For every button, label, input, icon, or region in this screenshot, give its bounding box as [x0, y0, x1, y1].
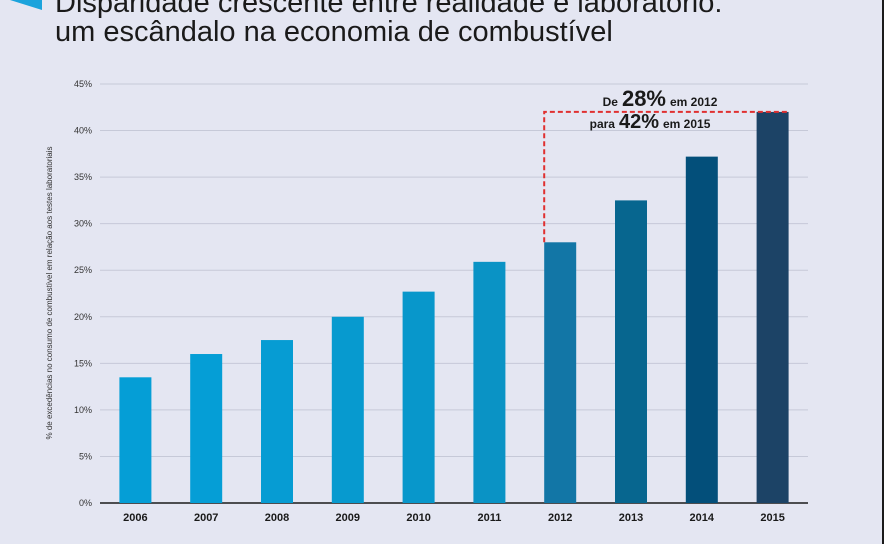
bar-2009: [331, 316, 364, 503]
bars: [119, 111, 789, 504]
blue-chevron-icon: [10, 0, 42, 10]
bar-2008: [261, 340, 293, 503]
bar-2010: [402, 291, 435, 503]
y-tick-label: 15%: [74, 358, 92, 368]
x-tick-label: 2010: [406, 512, 430, 524]
annotation-line-2: para 42% em 2015: [590, 111, 711, 133]
y-tick-label: 5%: [79, 451, 92, 461]
x-tick-label: 2008: [265, 512, 289, 524]
y-tick-label: 0%: [79, 498, 92, 508]
chart-title-line-2: um escândalo na economia de combustível: [55, 16, 613, 48]
x-tick-label: 2009: [336, 512, 360, 524]
x-tick-labels: 2006 2007 2008 2009 2010 2011 2012 2013 2014 2015: [123, 512, 785, 524]
annotation-line-1: De 28% em 2012: [603, 86, 718, 111]
y-tick-label: 30%: [74, 219, 92, 229]
chart-title-line-1: Disparidade crescente entre realidade e …: [55, 0, 723, 19]
y-tick-label: 25%: [74, 265, 92, 275]
x-tick-label: 2007: [194, 512, 218, 524]
y-tick-label: 45%: [74, 79, 92, 89]
y-axis-label: % de excedências no consumo de combustív…: [45, 146, 54, 439]
x-tick-label: 2006: [123, 512, 147, 524]
x-tick-label: 2011: [477, 512, 501, 524]
bar-2014: [685, 156, 718, 504]
x-tick-label: 2012: [548, 512, 572, 524]
y-tick-label: 35%: [74, 172, 92, 182]
y-tick-labels: 0% 5% 10% 15% 20% 25% 30% 35% 40% 45%: [74, 79, 92, 508]
y-tick-label: 20%: [74, 312, 92, 322]
bar-2006: [119, 377, 152, 503]
chart-header: Disparidade crescente entre realidade e …: [0, 0, 884, 62]
bar-2013: [615, 200, 647, 503]
annotation: De 28% em 2012 para 42% em 2015: [543, 86, 789, 243]
x-tick-label: 2015: [760, 512, 784, 524]
bar-2015: [756, 111, 789, 503]
frame-border: [882, 0, 884, 544]
bar-2011: [473, 261, 506, 503]
annotation-bracket: [543, 110, 789, 243]
y-tick-label: 40%: [74, 126, 92, 136]
y-tick-label: 10%: [74, 405, 92, 415]
bar-2012: [544, 242, 577, 504]
bar-2007: [190, 354, 223, 503]
x-tick-label: 2013: [619, 512, 643, 524]
x-tick-label: 2014: [690, 512, 715, 524]
